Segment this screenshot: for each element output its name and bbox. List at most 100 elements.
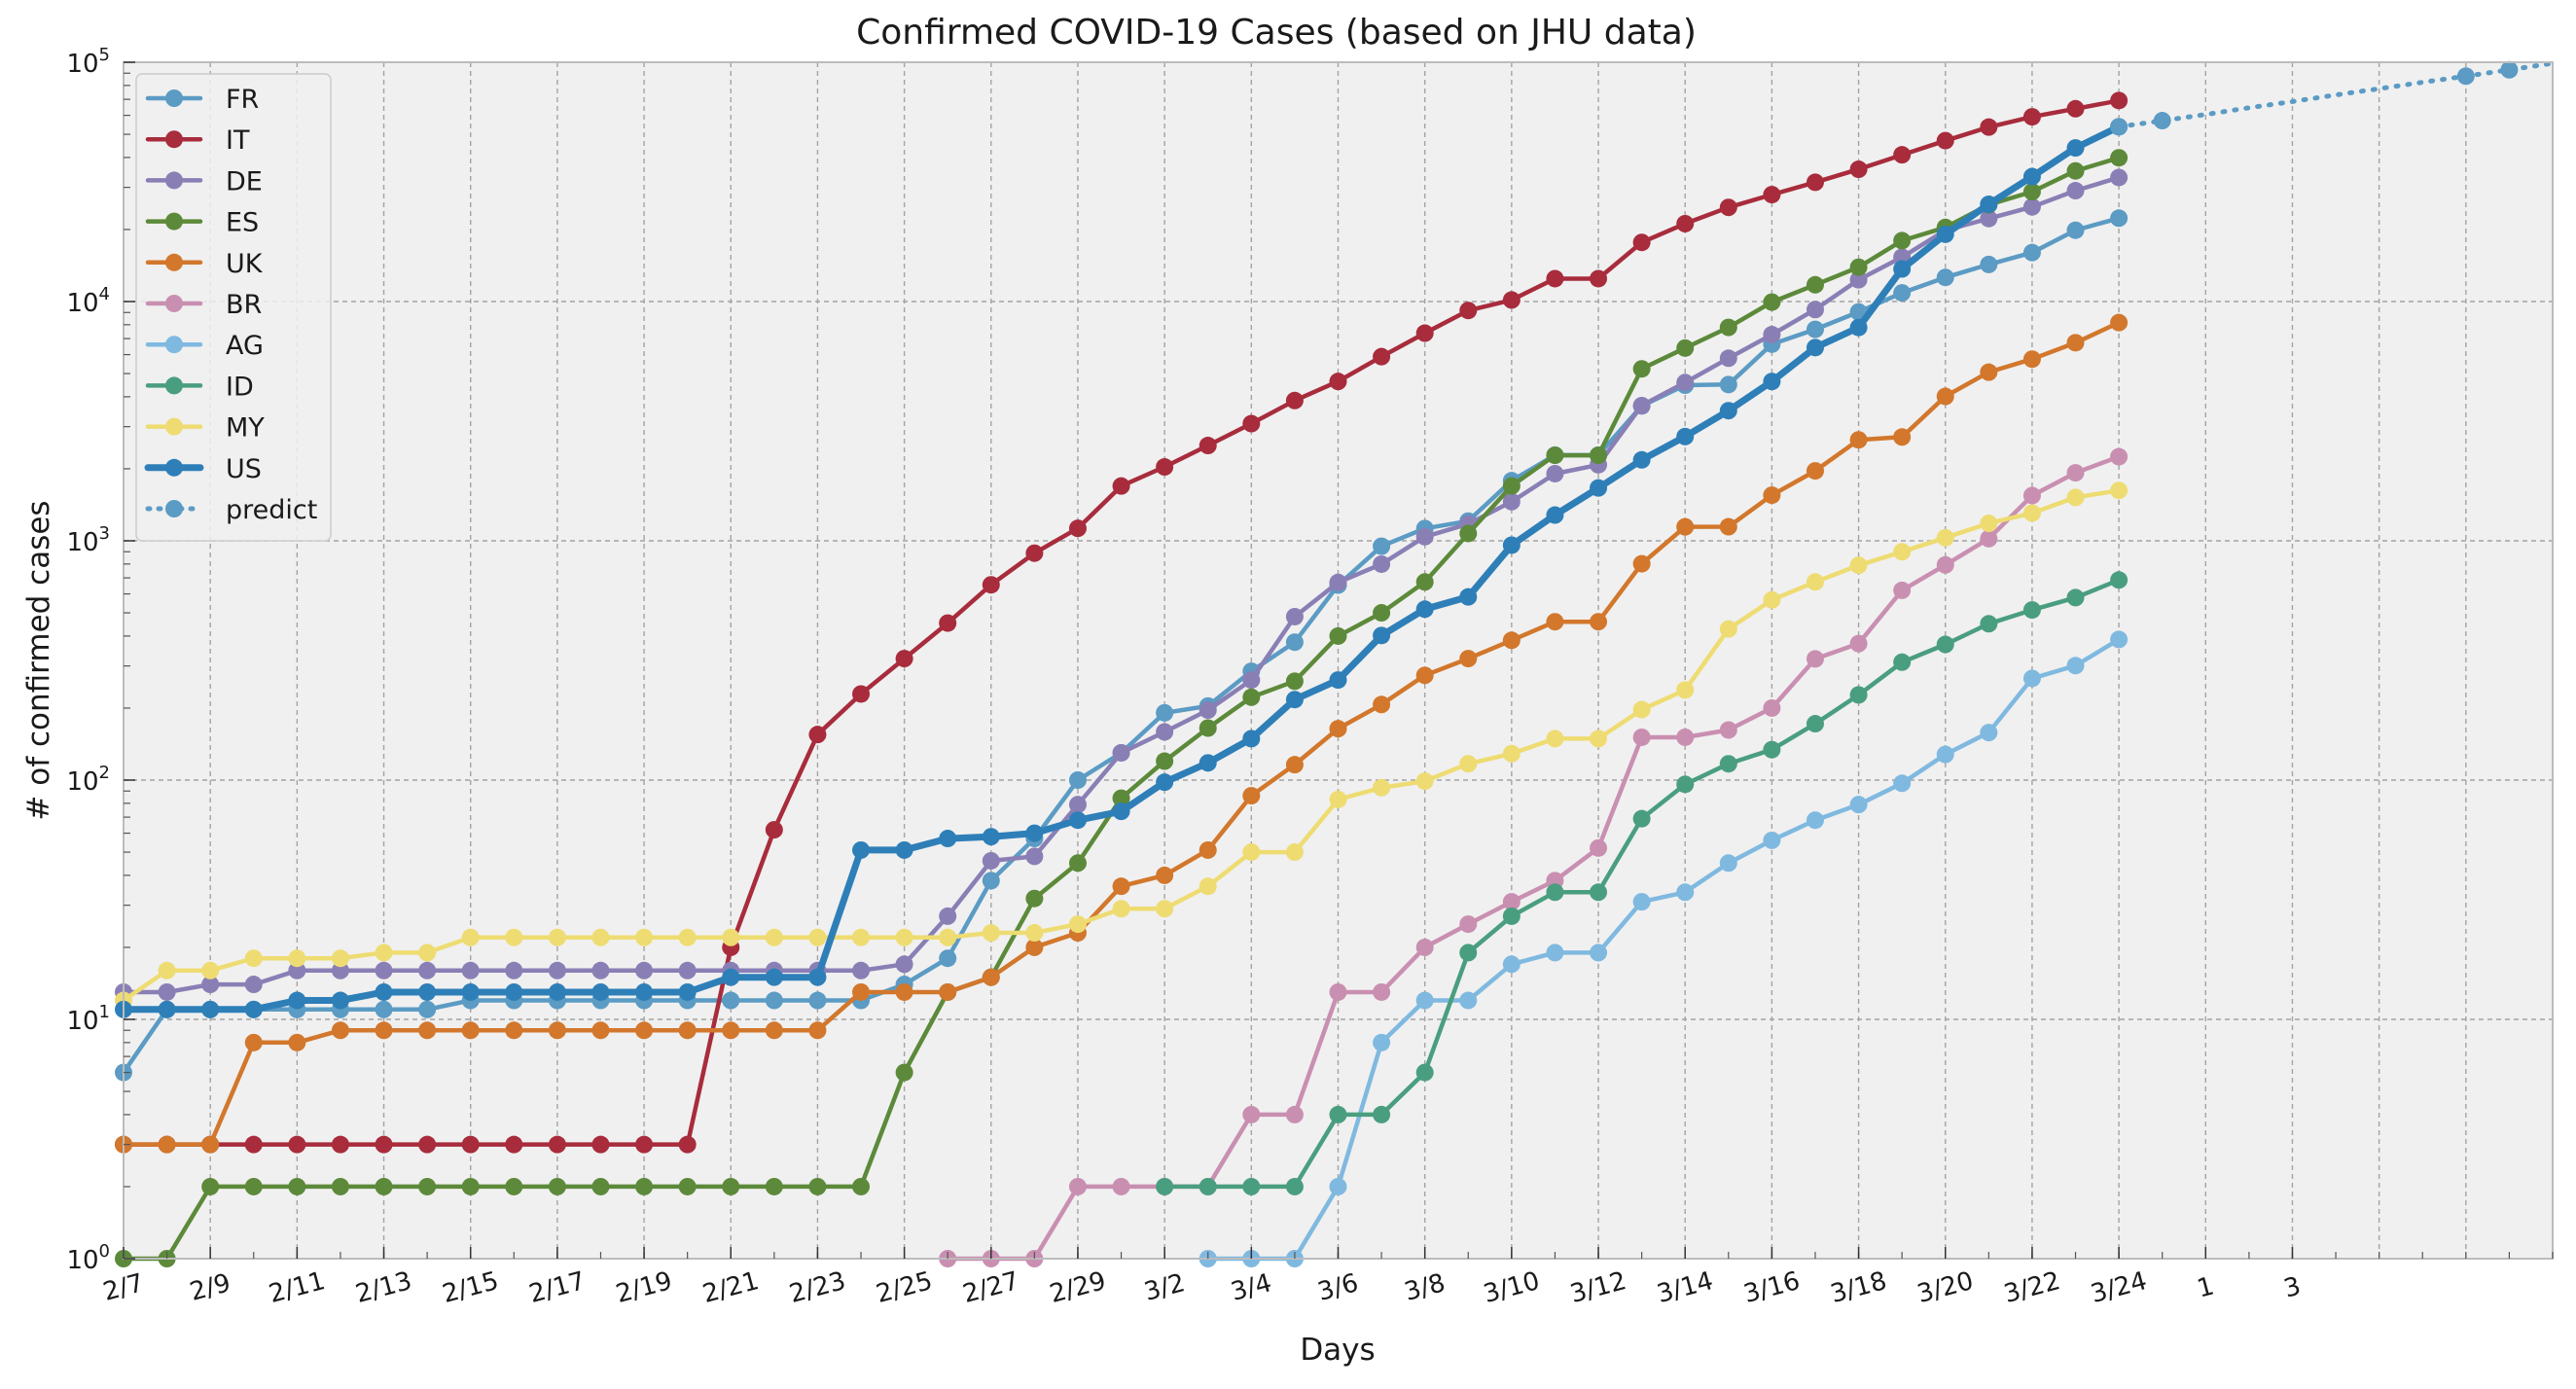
data-point	[1415, 991, 1434, 1010]
data-point	[2066, 464, 2085, 482]
data-point	[722, 1021, 740, 1040]
data-point	[1590, 269, 1608, 288]
data-point	[2066, 161, 2085, 180]
data-point	[505, 1021, 523, 1040]
data-point	[505, 1177, 523, 1195]
legend-label: MY	[226, 413, 265, 444]
data-point	[1415, 600, 1434, 619]
data-point	[288, 991, 306, 1010]
data-point	[2022, 197, 2041, 216]
data-point	[1806, 275, 1824, 294]
legend-marker	[165, 295, 183, 312]
data-point	[1156, 703, 1174, 722]
data-point	[1285, 843, 1304, 862]
data-point	[939, 949, 957, 968]
data-point	[1068, 519, 1087, 538]
data-point	[2022, 601, 2041, 620]
data-point	[244, 1177, 263, 1195]
legend-label: IT	[226, 125, 250, 156]
data-point	[1980, 515, 1998, 533]
data-point	[418, 1135, 437, 1154]
data-point	[375, 982, 393, 1001]
x-axis-label: Days	[1300, 1333, 1375, 1368]
x-tick-label: 2/19	[613, 1266, 675, 1309]
series-us	[115, 118, 2129, 1018]
data-point	[895, 955, 913, 974]
data-point	[2022, 183, 2041, 201]
series-line	[945, 454, 2122, 1262]
data-point	[1632, 700, 1651, 719]
data-point	[1936, 225, 1954, 243]
data-point	[1156, 900, 1174, 918]
data-point	[1719, 517, 1737, 536]
data-point	[1590, 613, 1608, 631]
data-point	[1025, 544, 1044, 562]
data-point	[852, 961, 871, 979]
data-point	[1719, 402, 1737, 420]
data-point	[201, 1135, 220, 1154]
data-point	[1242, 671, 1261, 690]
data-point	[1980, 209, 1998, 228]
data-point	[548, 961, 566, 979]
data-point	[1590, 944, 1608, 962]
data-point	[635, 1021, 654, 1040]
x-tick-label: 3	[2281, 1271, 2305, 1303]
legend-label: ID	[226, 372, 254, 402]
x-tick-label: 3/16	[1740, 1266, 1803, 1309]
data-point	[288, 1177, 306, 1195]
data-point	[1676, 214, 1695, 232]
data-point	[765, 928, 783, 946]
data-point	[1329, 573, 1347, 591]
legend-marker	[165, 417, 183, 436]
data-point	[635, 928, 654, 946]
data-point	[1199, 754, 1217, 772]
x-tick-label: 2/7	[100, 1268, 147, 1307]
data-point	[1849, 634, 1868, 653]
data-point	[808, 928, 827, 946]
data-point	[678, 928, 697, 946]
data-point	[2110, 118, 2129, 136]
data-point	[375, 961, 393, 979]
x-tick-label: 2/29	[1047, 1266, 1109, 1309]
data-point	[1893, 146, 1912, 164]
data-point	[1936, 528, 1954, 547]
data-point	[461, 961, 480, 979]
y-tick-exponent: 3	[99, 523, 110, 544]
data-point	[1502, 492, 1521, 511]
data-point	[1632, 450, 1651, 469]
data-point	[1156, 773, 1174, 792]
data-point	[331, 1177, 349, 1195]
y-axis-label: # of confirmed cases	[21, 500, 56, 820]
data-point	[1849, 160, 1868, 179]
legend-marker	[165, 500, 183, 517]
data-point	[2022, 108, 2041, 126]
data-point	[548, 982, 566, 1001]
data-point	[1632, 728, 1651, 746]
data-point	[1849, 258, 1868, 276]
data-point	[548, 928, 566, 946]
data-point	[2110, 447, 2129, 466]
data-point	[939, 830, 957, 848]
data-point	[1025, 847, 1044, 866]
data-point	[1763, 326, 1781, 344]
data-point	[1980, 615, 1998, 633]
data-point	[678, 961, 697, 979]
x-tick-label: 3/24	[2088, 1266, 2150, 1309]
data-point	[548, 1177, 566, 1195]
x-tick-label: 3/4	[1228, 1268, 1274, 1307]
data-point	[678, 982, 697, 1001]
data-point	[1415, 666, 1434, 685]
data-point	[1373, 626, 1391, 645]
data-point	[418, 1177, 437, 1195]
data-point	[1459, 650, 1478, 668]
data-point	[375, 944, 393, 962]
data-point	[1763, 831, 1781, 849]
x-tick-label: 3/2	[1141, 1268, 1188, 1307]
data-point	[1893, 581, 1912, 599]
data-point	[288, 1135, 306, 1154]
data-point	[1329, 373, 1347, 391]
data-point	[1502, 955, 1521, 974]
data-point	[1025, 938, 1044, 956]
data-point	[1806, 715, 1824, 733]
data-point	[1719, 375, 1737, 394]
